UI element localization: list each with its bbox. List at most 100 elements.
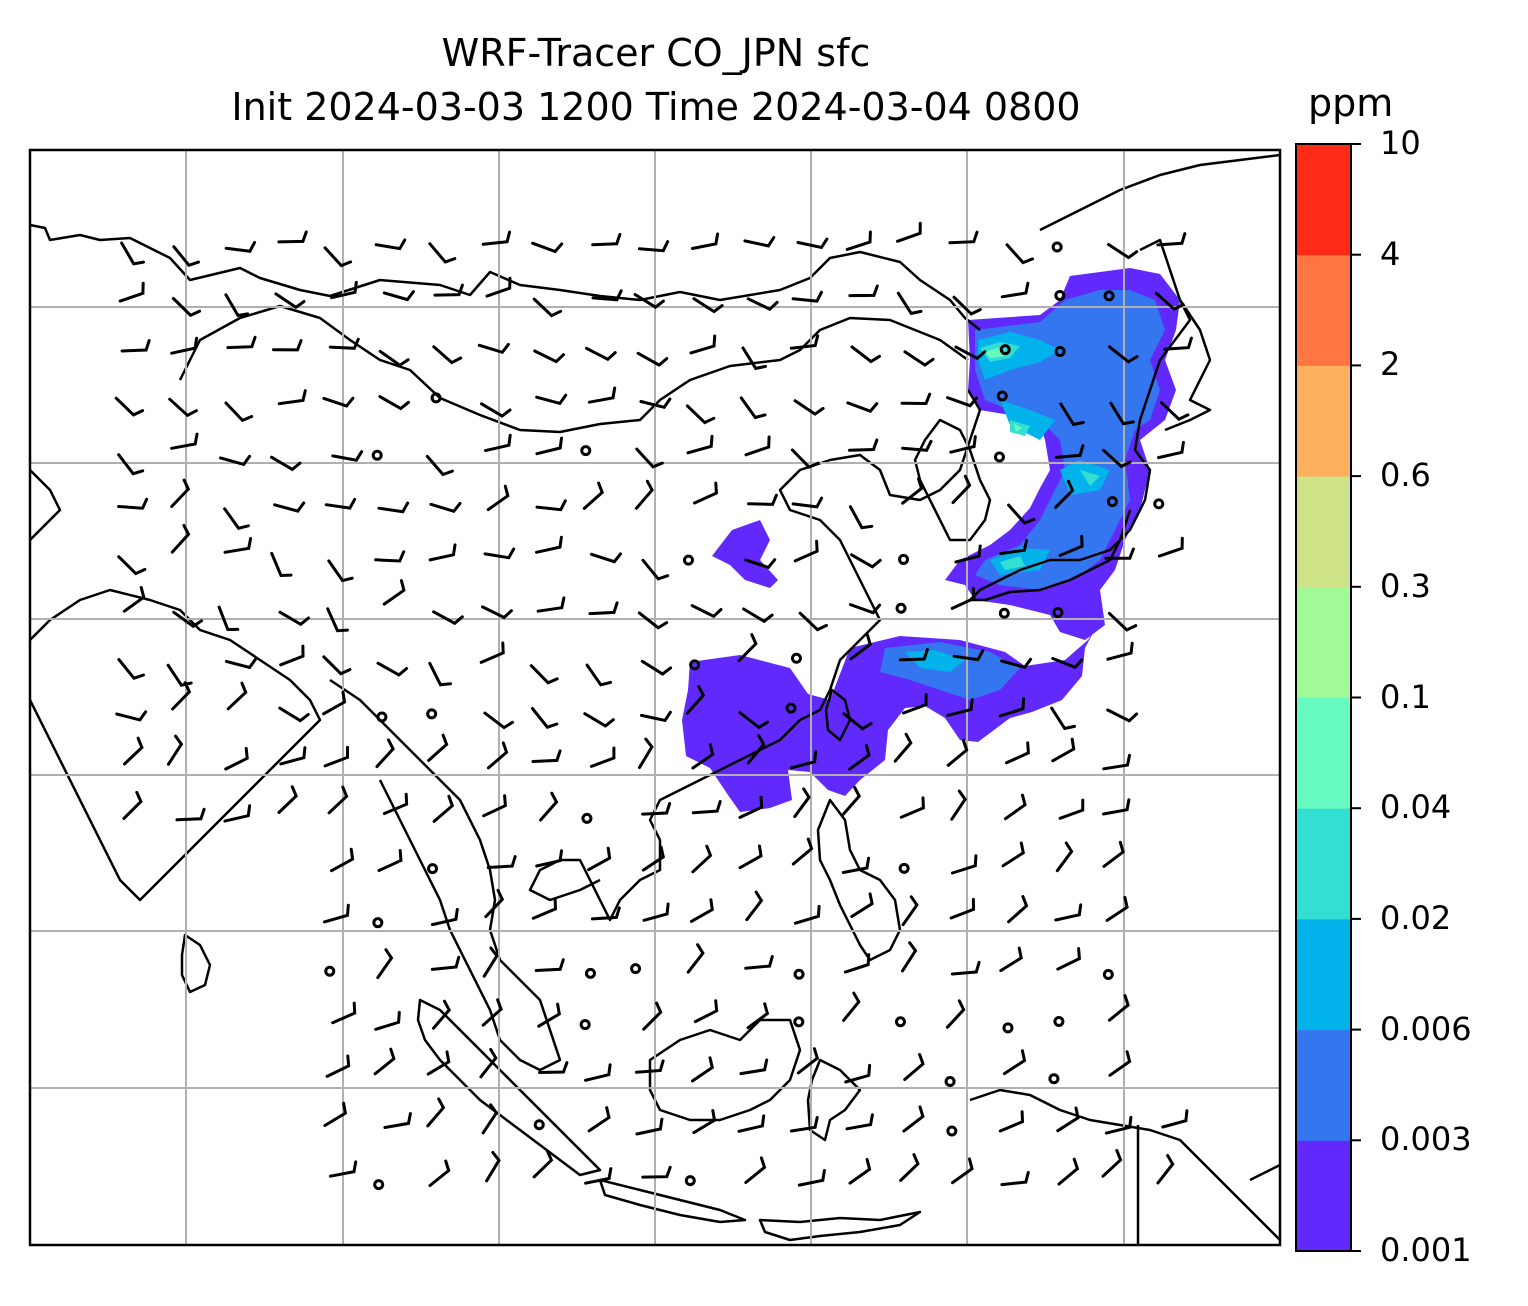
wind-barb [850, 553, 882, 569]
wind-barb [690, 232, 720, 250]
wind-barb [428, 1159, 451, 1187]
colorbar-tick-label: 0.04 [1380, 788, 1452, 827]
colorbar-ticks [1351, 143, 1361, 1252]
colorbar-tick-label: 0.1 [1380, 677, 1431, 716]
wind-calm-marker [682, 554, 694, 566]
wind-barb [224, 240, 257, 253]
wind-barb [798, 611, 828, 632]
wind-barb [1105, 895, 1129, 922]
wind-barb [485, 276, 512, 298]
colorbar-segment [1296, 254, 1351, 366]
colorbar-segment [1296, 144, 1351, 256]
wind-barb [841, 856, 871, 874]
wind-calm-marker [1106, 496, 1118, 508]
wind-calm-marker [581, 812, 593, 824]
wind-barb [686, 943, 705, 974]
wind-barb [328, 1160, 358, 1178]
wind-barb [219, 454, 252, 467]
colorbar-segment [1296, 476, 1351, 588]
wind-barb [896, 291, 923, 316]
wind-barb [797, 1169, 826, 1187]
wind-barb [1102, 840, 1125, 868]
wind-barb [791, 837, 814, 866]
wind-barb [999, 538, 1029, 556]
wind-barb [486, 484, 510, 512]
wind-barb [325, 1054, 351, 1078]
coast-southeast-asia [329, 678, 562, 1072]
wind-barb [432, 345, 463, 365]
wind-barb [744, 955, 774, 970]
wind-barb [532, 1149, 554, 1179]
wind-barb [1054, 903, 1083, 922]
wind-barb [1102, 753, 1131, 771]
wind-barb [903, 1053, 925, 1081]
wind-barb [691, 743, 715, 770]
wind-barb [638, 737, 654, 769]
colorbar-tick-label: 2 [1380, 345, 1401, 384]
wind-barb [279, 644, 305, 667]
wind-barb [1007, 503, 1036, 525]
wind-barb [692, 1109, 717, 1135]
wind-barb [122, 586, 146, 613]
wind-barb [382, 290, 415, 302]
wind-barb [639, 397, 672, 410]
wind-barb [1163, 336, 1193, 351]
wind-calm-marker [996, 390, 1008, 402]
wind-calm-marker [785, 702, 797, 714]
wind-barb [746, 734, 766, 765]
wind-barb [738, 795, 764, 819]
wind-barb [745, 890, 764, 922]
wind-barb [430, 955, 461, 971]
wind-barb [1054, 479, 1075, 509]
wind-barb [223, 804, 252, 823]
wind-barb [377, 849, 403, 872]
wind-barb [482, 946, 499, 978]
wind-barb [793, 787, 811, 819]
wind-barb [477, 342, 510, 355]
wind-barb [685, 685, 706, 715]
wind-barb [481, 998, 503, 1027]
colorbar-tick-label: 0.02 [1380, 898, 1452, 937]
wind-barb [692, 297, 724, 314]
wind-barb [585, 346, 617, 362]
wind-barb [689, 334, 717, 355]
wind-calm-marker [373, 1179, 385, 1191]
wind-calm-marker [1054, 345, 1066, 357]
wind-barb [428, 661, 452, 687]
wind-calm-marker [790, 652, 802, 664]
wind-calm-marker [684, 1175, 696, 1187]
wind-calm-marker [427, 863, 439, 875]
wind-barb-layer [114, 221, 1193, 1191]
wind-calm-marker [426, 708, 438, 720]
wind-barb [584, 1167, 613, 1185]
coast-taiwan [824, 688, 852, 742]
wind-barb [946, 739, 969, 767]
wind-barb [1000, 281, 1030, 299]
wind-barb [481, 1103, 499, 1135]
colorbar-tick-label: 4 [1380, 234, 1401, 273]
wind-barb [636, 351, 669, 367]
wind-barb [327, 785, 349, 815]
wind-barb [899, 1153, 920, 1182]
wind-calm-marker [1054, 289, 1066, 301]
wind-barb [539, 791, 559, 822]
wind-barb [635, 447, 664, 469]
wind-barb [1107, 994, 1130, 1022]
colorbar-tick-label: 0.001 [1380, 1231, 1472, 1269]
wind-barb [272, 339, 303, 352]
plume-japan-mint [985, 348, 1022, 432]
wind-barb [117, 555, 147, 576]
wind-barb [739, 396, 767, 420]
wind-barb [170, 478, 191, 508]
wind-barb [846, 401, 879, 413]
wind-barb [793, 904, 821, 925]
wind-barb [848, 505, 874, 530]
wind-barb [899, 796, 925, 819]
wind-barb [739, 1058, 769, 1076]
wind-barb [330, 280, 358, 300]
wind-barb [641, 845, 665, 872]
wind-barb [1054, 444, 1085, 459]
wind-barb [796, 1047, 820, 1075]
wind-barb [428, 242, 457, 264]
wind-barb [690, 1056, 714, 1083]
